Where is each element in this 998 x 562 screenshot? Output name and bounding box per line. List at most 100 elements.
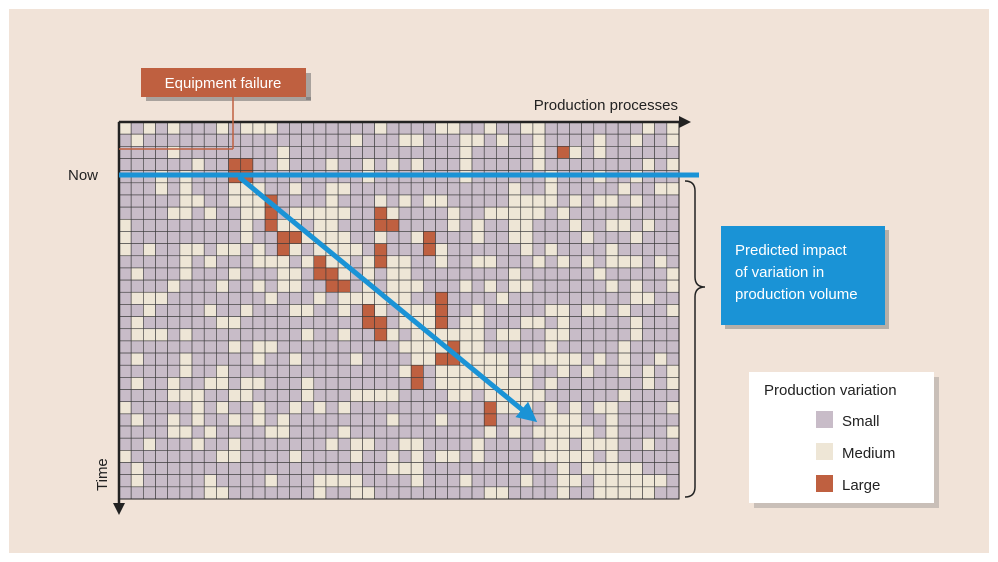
- grid-cell: [301, 352, 315, 366]
- grid-cell: [118, 425, 132, 439]
- grid-cell: [337, 450, 351, 463]
- grid-cell: [313, 121, 327, 135]
- grid-cell: [435, 304, 448, 317]
- grid-cell: [362, 462, 375, 475]
- grid-cell: [264, 243, 278, 257]
- grid-cell: [410, 413, 424, 427]
- grid-cell: [593, 291, 607, 305]
- grid-cell: [435, 377, 448, 390]
- grid-cell: [337, 231, 351, 244]
- grid-cell: [508, 340, 522, 354]
- grid-cell: [143, 486, 156, 500]
- grid-cell: [410, 121, 424, 135]
- grid-cell: [167, 352, 181, 366]
- grid-cell: [483, 364, 497, 378]
- grid-cell: [228, 486, 242, 500]
- grid-cell: [349, 231, 363, 244]
- grid-cell: [155, 316, 168, 330]
- grid-cell: [167, 291, 181, 305]
- grid-cell: [264, 182, 278, 196]
- grid-cell: [556, 279, 570, 293]
- grid-cell: [569, 121, 582, 135]
- grid-cell: [191, 194, 205, 208]
- grid-cell: [130, 146, 144, 159]
- grid-cell: [520, 425, 534, 439]
- grid-cell: [276, 450, 290, 463]
- grid-cell: [374, 146, 388, 159]
- grid-cell: [447, 218, 461, 232]
- grid-cell: [520, 377, 534, 390]
- grid-cell: [337, 437, 351, 451]
- grid-cell: [130, 243, 144, 257]
- grid-cell: [544, 486, 558, 500]
- grid-cell: [556, 146, 570, 159]
- grid-cell: [410, 231, 424, 244]
- grid-cell: [398, 389, 412, 403]
- grid-cell: [581, 486, 595, 500]
- grid-cell: [666, 182, 680, 196]
- grid-cell: [203, 328, 217, 342]
- grid-cell: [216, 304, 229, 317]
- grid-cell: [216, 389, 229, 403]
- grid-cell: [143, 389, 156, 403]
- grid-cell: [155, 243, 168, 257]
- grid-cell: [143, 255, 156, 269]
- grid-cell: [556, 450, 570, 463]
- grid-cell: [191, 243, 205, 257]
- grid-cell: [654, 389, 668, 403]
- grid-cell: [240, 218, 254, 232]
- grid-cell: [483, 158, 497, 171]
- grid-cell: [118, 243, 132, 257]
- grid-cell: [483, 304, 497, 317]
- grid-cell: [642, 413, 655, 427]
- grid-cell: [228, 291, 242, 305]
- grid-cell: [508, 450, 522, 463]
- grid-cell: [617, 401, 631, 415]
- grid-cell: [374, 133, 388, 147]
- grid-cell: [289, 267, 302, 281]
- grid-cell: [374, 218, 388, 232]
- grid-cell: [398, 182, 412, 196]
- grid-cell: [556, 182, 570, 196]
- grid-cell: [459, 486, 473, 500]
- grid-cell: [216, 377, 229, 390]
- grid-cell: [593, 437, 607, 451]
- grid-cell: [228, 267, 242, 281]
- grid-cell: [191, 218, 205, 232]
- grid-cell: [605, 450, 619, 463]
- grid-cell: [532, 401, 546, 415]
- grid-cell: [593, 389, 607, 403]
- grid-cell: [423, 182, 436, 196]
- grid-cell: [423, 146, 436, 159]
- grid-cell: [410, 291, 424, 305]
- grid-cell: [203, 158, 217, 171]
- grid-cell: [325, 231, 339, 244]
- grid-cell: [362, 389, 375, 403]
- grid-cell: [374, 194, 388, 208]
- grid-cell: [240, 413, 254, 427]
- grid-cell: [617, 462, 631, 475]
- grid-cell: [349, 389, 363, 403]
- grid-cell: [642, 218, 655, 232]
- grid-cell: [666, 364, 680, 378]
- grid-cell: [118, 133, 132, 147]
- grid-cell: [617, 146, 631, 159]
- grid-cell: [435, 146, 448, 159]
- grid-cell: [593, 401, 607, 415]
- grid-cell: [289, 316, 302, 330]
- grid-cell: [374, 413, 388, 427]
- grid-cell: [471, 486, 485, 500]
- grid-cell: [605, 340, 619, 354]
- grid-cell: [654, 486, 668, 500]
- grid-cell: [520, 279, 534, 293]
- grid-cell: [459, 316, 473, 330]
- grid-cell: [276, 279, 290, 293]
- grid-cell: [654, 364, 668, 378]
- grid-cell: [654, 279, 668, 293]
- grid-cell: [398, 352, 412, 366]
- grid-cell: [471, 121, 485, 135]
- grid-cell: [337, 377, 351, 390]
- grid-cell: [593, 364, 607, 378]
- grid-cell: [167, 389, 181, 403]
- grid-cell: [155, 146, 168, 159]
